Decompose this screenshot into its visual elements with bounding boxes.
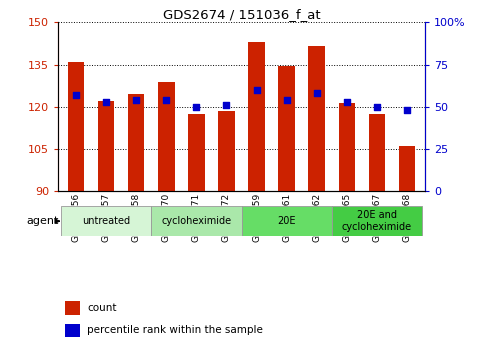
Point xyxy=(193,104,200,110)
Point xyxy=(253,87,260,93)
Bar xyxy=(65,324,80,337)
Text: untreated: untreated xyxy=(82,216,130,226)
Point xyxy=(132,97,140,103)
Bar xyxy=(218,111,235,191)
Point xyxy=(102,99,110,105)
Bar xyxy=(68,62,85,191)
Bar xyxy=(339,103,355,191)
Point xyxy=(162,97,170,103)
Bar xyxy=(65,301,80,315)
Title: GDS2674 / 151036_f_at: GDS2674 / 151036_f_at xyxy=(163,8,320,21)
Text: cycloheximide: cycloheximide xyxy=(161,216,231,226)
Bar xyxy=(61,206,151,236)
Text: 20E: 20E xyxy=(277,216,296,226)
Bar xyxy=(188,114,205,191)
Bar xyxy=(398,146,415,191)
Bar xyxy=(151,206,242,236)
Bar xyxy=(278,66,295,191)
Text: percentile rank within the sample: percentile rank within the sample xyxy=(87,325,263,335)
Bar xyxy=(332,206,422,236)
Bar xyxy=(309,46,325,191)
Bar xyxy=(369,114,385,191)
Point xyxy=(223,102,230,108)
Point xyxy=(343,99,351,105)
Text: agent: agent xyxy=(26,216,58,226)
Text: count: count xyxy=(87,303,117,313)
Point xyxy=(313,91,321,96)
Bar xyxy=(242,206,332,236)
Bar xyxy=(98,101,114,191)
Point xyxy=(403,108,411,113)
Bar xyxy=(158,81,174,191)
Point xyxy=(373,104,381,110)
Bar xyxy=(248,42,265,191)
Point xyxy=(72,92,80,98)
Text: 20E and
cycloheximide: 20E and cycloheximide xyxy=(342,210,412,232)
Point xyxy=(283,97,290,103)
Bar xyxy=(128,94,144,191)
